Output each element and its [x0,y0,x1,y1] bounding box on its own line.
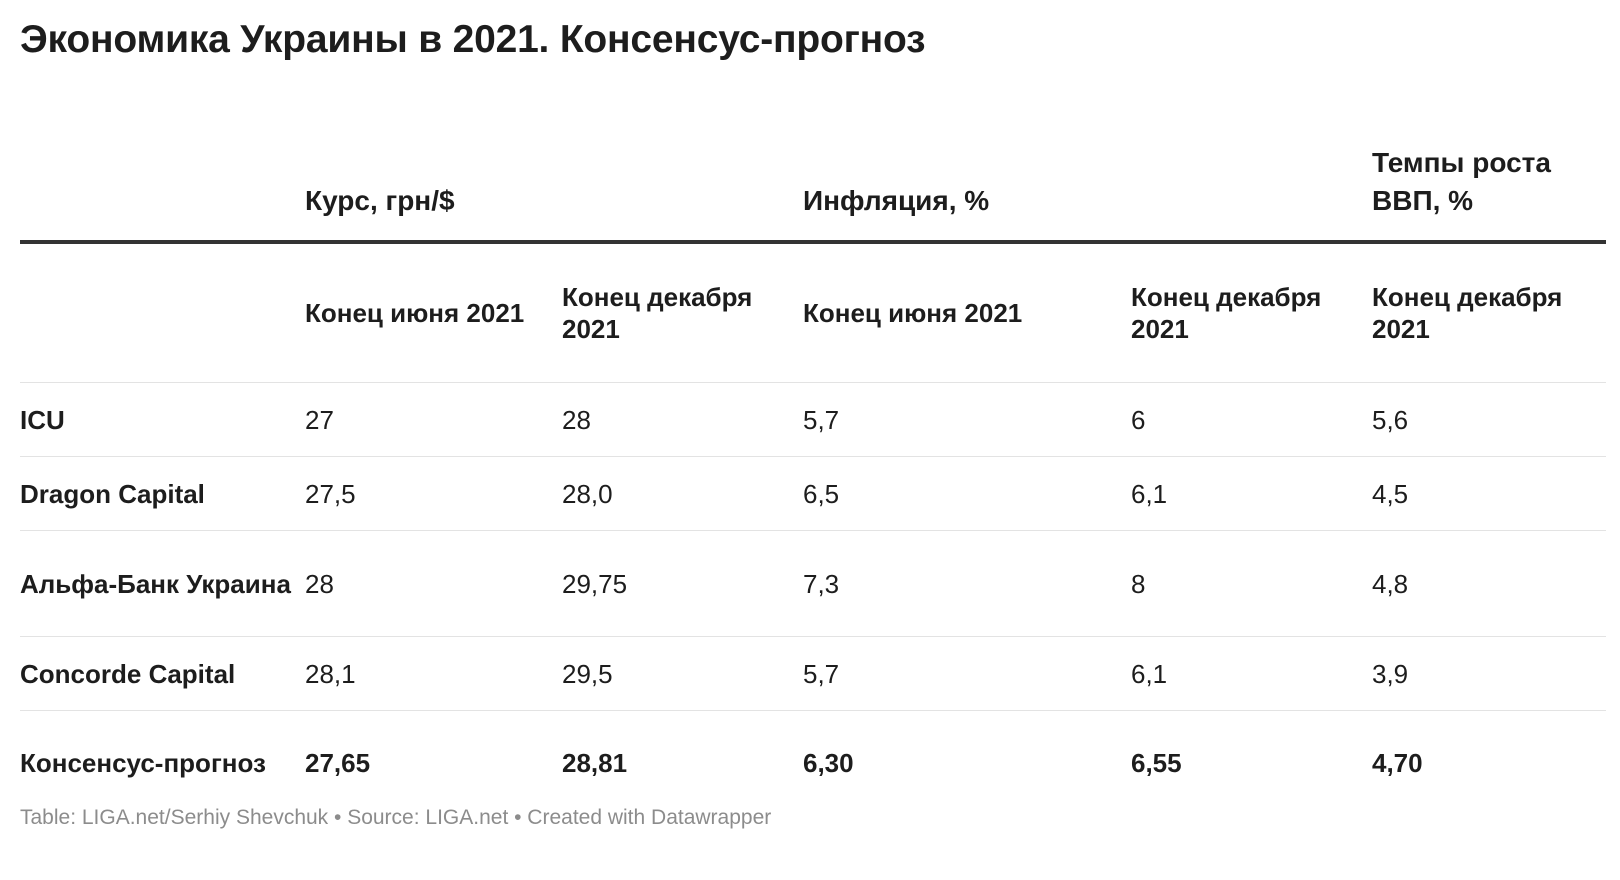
group-header-inflation: Инфляция, % [803,122,1372,244]
table-cell: 6 [1131,382,1372,457]
table-cell: 4,5 [1372,456,1606,531]
table-cell: 28 [305,530,562,637]
column-header-rate-june: Конец июня 2021 [305,242,562,383]
table-cell: 5,7 [803,382,1131,457]
table-cell: 5,6 [1372,382,1606,457]
table-cell: 6,1 [1131,636,1372,711]
consensus-cell: 6,55 [1131,748,1182,778]
column-header-inflation-june: Конец июня 2021 [803,242,1131,383]
consensus-cell: 27,65 [305,748,371,778]
table-cell: 6,1 [1131,456,1372,531]
table-cell: 5,7 [803,636,1131,711]
group-header-exchange-rate: Курс, грн/$ [305,122,803,244]
consensus-cell: 4,70 [1372,748,1423,778]
column-group-header-row: Курс, грн/$ Инфляция, % Темпы роста ВВП,… [20,122,1606,244]
table-cell: 27 [305,382,562,457]
row-label: Альфа-Банк Украина [20,530,305,637]
column-header-source [20,242,305,383]
forecast-table: Курс, грн/$ Инфляция, % Темпы роста ВВП,… [20,122,1606,815]
consensus-cell: 6,30 [803,748,854,778]
chart-title: Экономика Украины в 2021. Консенсус-прог… [20,18,926,61]
table-cell: 29,5 [562,636,803,711]
group-header-gdp-growth: Темпы роста ВВП, % [1372,122,1606,244]
table-cell: 28 [562,382,803,457]
consensus-cell: 28,81 [562,748,628,778]
row-label: Dragon Capital [20,456,305,531]
table-row: Concorde Capital 28,1 29,5 5,7 6,1 3,9 [20,636,1606,711]
table-row: Dragon Capital 27,5 28,0 6,5 6,1 4,5 [20,456,1606,531]
table-cell: 6,5 [803,456,1131,531]
table-cell: 8 [1131,530,1372,637]
table-cell: 29,75 [562,530,803,637]
table-cell: 7,3 [803,530,1131,637]
table-cell: 28,1 [305,636,562,711]
column-header-rate-december: Конец декабря 2021 [562,242,803,383]
table-cell: 4,8 [1372,530,1606,637]
group-header-empty [20,122,305,244]
table-row: ICU 27 28 5,7 6 5,6 [20,382,1606,457]
row-label: ICU [20,382,305,457]
footer-credits: Table: LIGA.net/Serhiy Shevchuk • Source… [20,806,772,829]
table-cell: 28,0 [562,456,803,531]
consensus-row-label: Консенсус-прогноз [20,748,266,778]
column-header-row: Конец июня 2021 Конец декабря 2021 Конец… [20,242,1606,383]
table-cell: 3,9 [1372,636,1606,711]
column-header-inflation-december: Конец декабря 2021 [1131,242,1372,383]
row-label: Concorde Capital [20,636,305,711]
table-cell: 27,5 [305,456,562,531]
column-header-gdp-december: Конец декабря 2021 [1372,242,1606,383]
table-row: Альфа-Банк Украина 28 29,75 7,3 8 4,8 [20,530,1606,637]
consensus-row: Консенсус-прогноз 27,65 28,81 6,30 6,55 … [20,711,1606,816]
